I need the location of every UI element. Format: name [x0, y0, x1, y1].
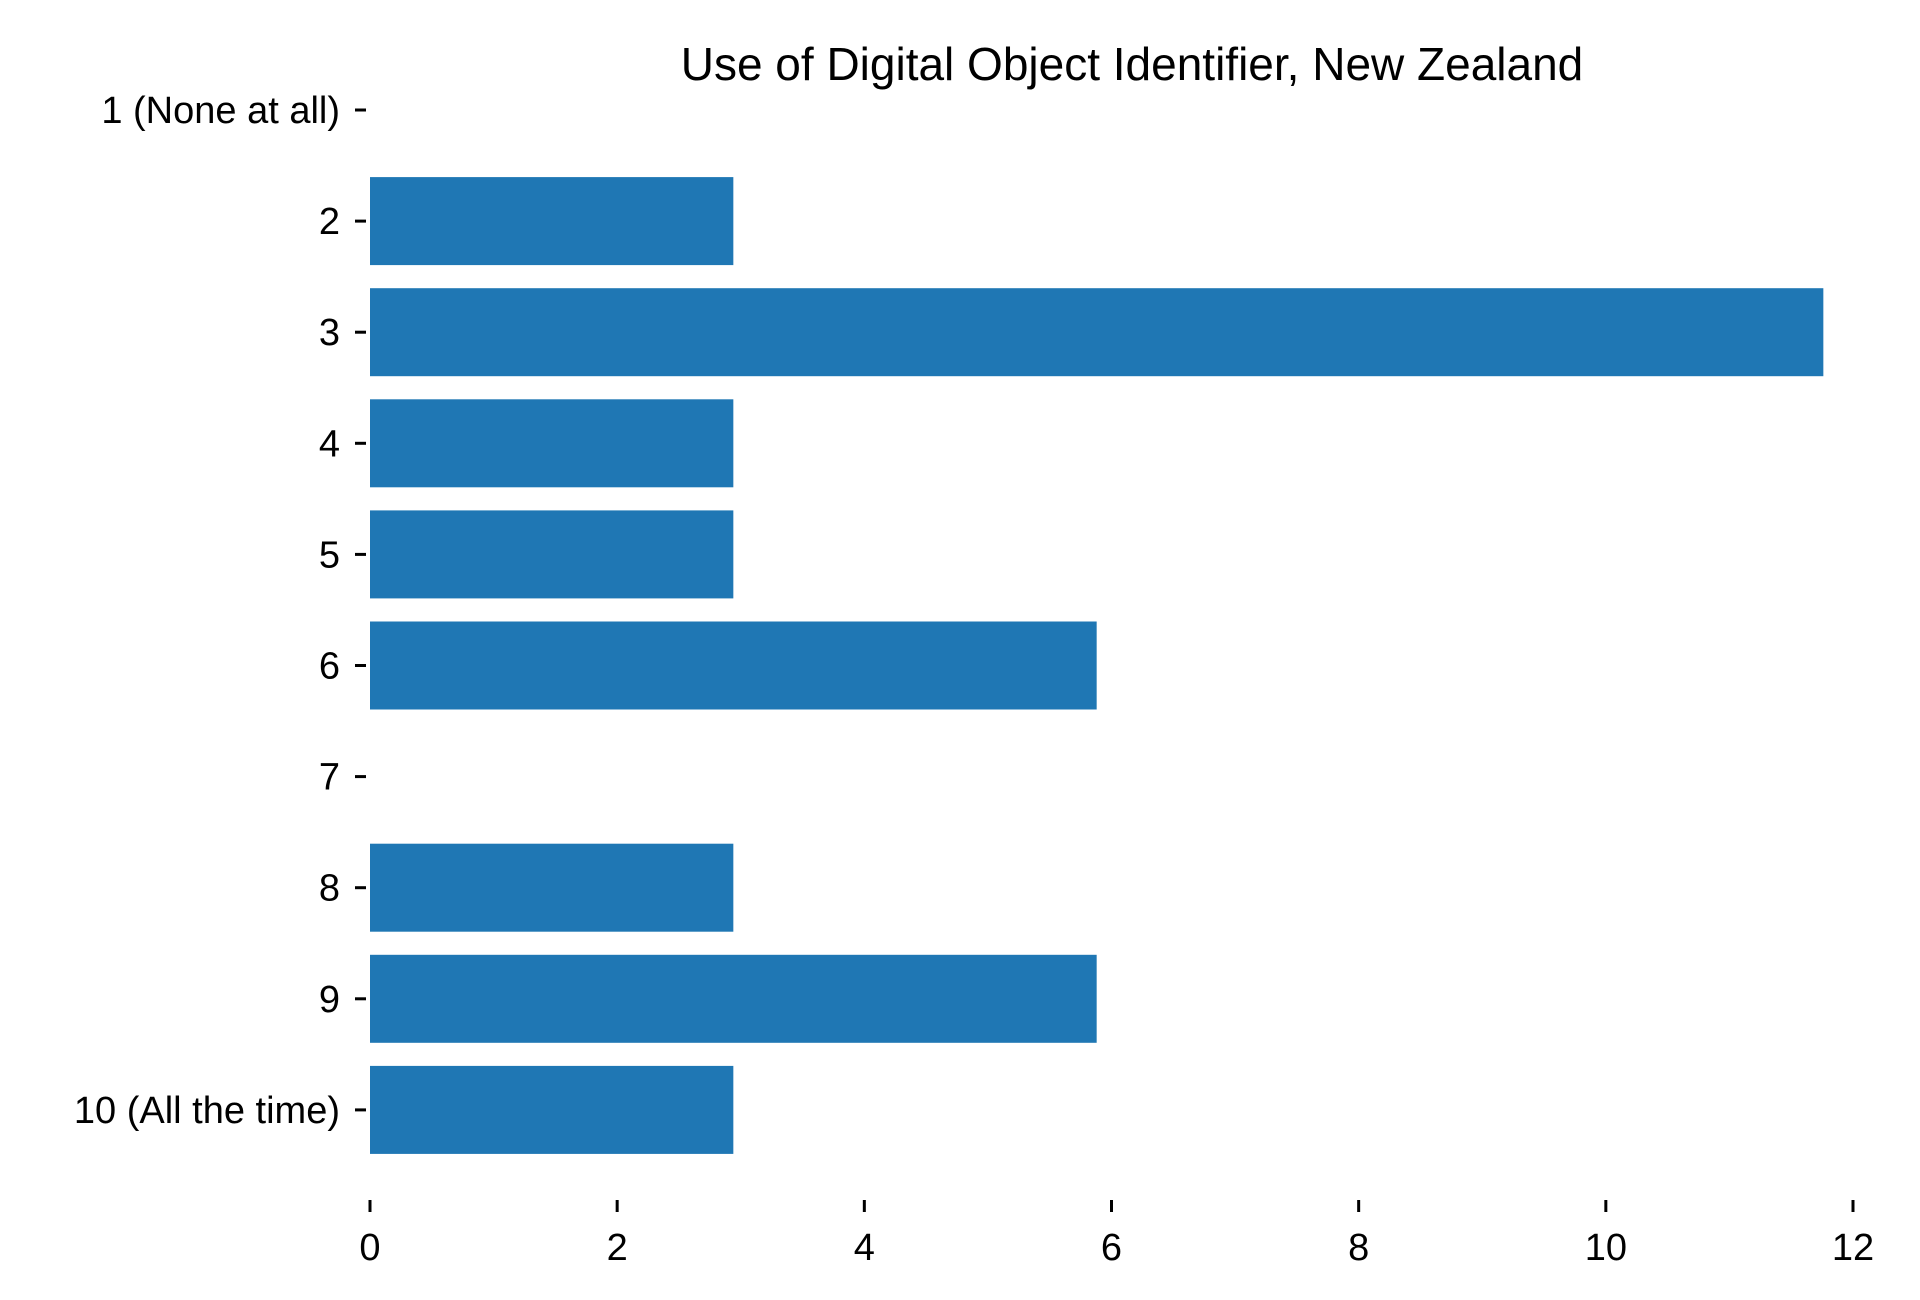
y-tick-label: 2	[319, 201, 340, 243]
bar-2	[370, 177, 734, 266]
bars-layer	[370, 177, 1824, 1154]
bar-4	[370, 399, 734, 488]
bar-3	[370, 288, 1824, 377]
y-tick-label: 8	[319, 868, 340, 910]
y-tick-label: 10 (All the time)	[74, 1090, 340, 1132]
y-tick-label: 1 (None at all)	[101, 90, 340, 132]
y-tick-label: 3	[319, 312, 340, 354]
chart-title: Use of Digital Object Identifier, New Ze…	[681, 38, 1584, 90]
y-tick-label: 7	[319, 757, 340, 799]
y-tick-label: 6	[319, 646, 340, 688]
bar-9	[370, 954, 1097, 1043]
x-tick-label: 10	[1585, 1227, 1627, 1269]
x-tick-label: 0	[359, 1227, 380, 1269]
bar-5	[370, 510, 734, 599]
x-axis: 0 2 4 6 8 10 12	[359, 1200, 1874, 1269]
x-tick-label: 12	[1832, 1227, 1874, 1269]
x-tick-label: 8	[1348, 1227, 1369, 1269]
x-tick-label: 4	[854, 1227, 875, 1269]
y-axis: 1 (None at all) 2 3 4 5 6 7 8 9 10 (All the time)	[74, 90, 366, 1132]
bar-10	[370, 1065, 734, 1154]
x-tick-label: 2	[607, 1227, 628, 1269]
y-tick-label: 4	[319, 423, 340, 465]
x-tick-label: 6	[1101, 1227, 1122, 1269]
y-tick-label: 9	[319, 979, 340, 1021]
bar-6	[370, 621, 1097, 710]
bar-8	[370, 843, 734, 932]
y-tick-label: 5	[319, 534, 340, 576]
